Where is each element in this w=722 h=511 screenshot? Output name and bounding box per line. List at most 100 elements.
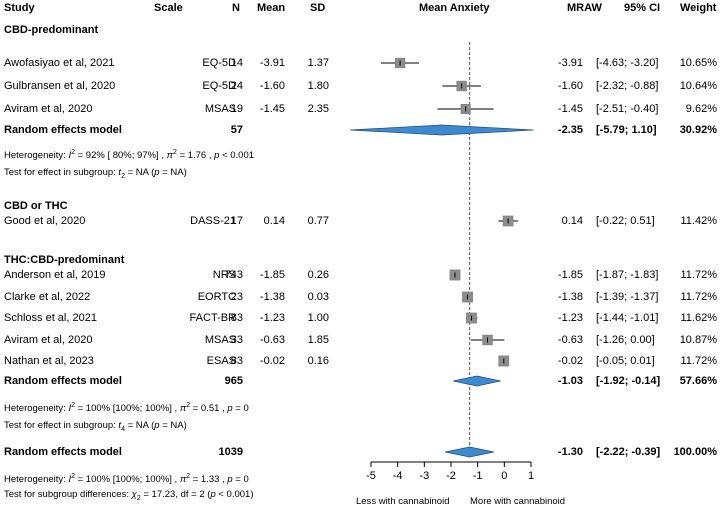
study-1-0-ci: [-0.22; 0.51] <box>596 215 655 227</box>
study-2-4-ci: [-0.05; 0.01] <box>596 355 655 367</box>
study-0-0-weight: 10.65% <box>679 57 717 69</box>
header-mean-anxiety: Mean Anxiety <box>419 2 490 14</box>
study-1-0-scale: DASS-21 <box>190 215 236 227</box>
study-0-0-n: 14 <box>230 57 243 69</box>
x-annotation-left: Less with cannabinoid <box>356 496 450 507</box>
overall-summary-diamond <box>445 446 495 458</box>
study-0-0-mean: -3.91 <box>259 57 285 69</box>
group-0-summary-diamond <box>349 124 534 136</box>
study-0-1-sd: 1.80 <box>307 80 329 92</box>
group-2-summary-diamond <box>453 375 501 387</box>
study-2-2-n: 83 <box>230 312 243 324</box>
study-0-1-name: Gulbransen et al, 2020 <box>4 80 116 92</box>
study-2-1-sd: 0.03 <box>307 291 329 303</box>
study-0-0-sd: 1.37 <box>307 57 329 69</box>
study-2-1-mraw: -1.38 <box>557 291 583 303</box>
study-0-1-weight: 10.64% <box>679 80 717 92</box>
study-2-4-n: 83 <box>230 355 243 367</box>
group-2-summary-weight: 57.66% <box>679 375 717 387</box>
study-1-0-mraw: 0.14 <box>561 215 583 227</box>
study-2-2-name: Schloss et al, 2021 <box>4 312 97 324</box>
study-2-1-weight: 11.72% <box>680 291 718 303</box>
header-mraw: MRAW <box>567 2 602 14</box>
x-tick-label-3: -2 <box>446 470 456 482</box>
study-1-0-weight: 11.42% <box>680 215 718 227</box>
study-2-1-scale: EORTC <box>197 291 236 303</box>
study-2-3-name: Aviram et al, 2020 <box>4 334 93 346</box>
group-2-title: THC:CBD-predominant <box>4 254 125 266</box>
study-2-2-scale: FACT-BR <box>189 312 236 324</box>
study-0-1-scale: EQ-5D <box>202 80 236 92</box>
study-2-3-mean: -0.63 <box>259 334 285 346</box>
study-2-1-n: 23 <box>230 291 243 303</box>
study-2-0-mean: -1.85 <box>259 269 285 281</box>
study-2-3-n: 33 <box>230 334 243 346</box>
study-0-2-scale: MSAS <box>204 103 236 115</box>
study-2-4-sd: 0.16 <box>307 355 329 367</box>
study-0-0-mraw: -3.91 <box>557 57 583 69</box>
header-scale: Scale <box>154 2 183 14</box>
study-2-0-n: 743 <box>224 269 243 281</box>
study-0-1-n: 24 <box>230 80 243 92</box>
study-0-0-ci: [-4.63; -3.20] <box>596 57 659 69</box>
study-2-0-ci: [-1.87; -1.83] <box>596 269 659 281</box>
study-2-0-mraw: -1.85 <box>557 269 583 281</box>
study-2-1-mean: -1.38 <box>259 291 285 303</box>
study-0-2-mean: -1.45 <box>259 103 285 115</box>
study-0-2-name: Aviram et al, 2020 <box>4 103 93 115</box>
x-tick-label-5: 0 <box>501 470 508 482</box>
study-0-0-name: Awofasiyao et al, 2021 <box>4 57 115 69</box>
study-2-0-scale: NRS <box>212 269 236 281</box>
header-n: N <box>232 2 240 14</box>
study-2-4-scale: ESAS <box>206 355 236 367</box>
study-2-4-weight: 11.72% <box>680 355 718 367</box>
group-0-title: CBD-predominant <box>4 24 99 36</box>
study-2-2-mean: -1.23 <box>259 312 285 324</box>
study-2-4-mraw: -0.02 <box>557 355 583 367</box>
group-0-summary-label: Random effects model <box>4 124 122 136</box>
header-study: Study <box>4 2 35 14</box>
group-2-summary-ci: [-1.92; -0.14] <box>596 375 661 387</box>
x-tick-label-4: -1 <box>472 470 483 482</box>
x-annotation-right: More with cannabinoid <box>470 496 566 507</box>
x-tick-label-2: -3 <box>419 470 430 482</box>
study-2-4-name: Nathan et al, 2023 <box>4 355 94 367</box>
header-weight: Weight <box>680 2 717 14</box>
group-0-summary-n: 57 <box>230 124 243 136</box>
study-1-0-mean: 0.14 <box>263 215 285 227</box>
study-2-1-name: Clarke et al, 2022 <box>4 291 91 303</box>
study-2-1-ci: [-1.39; -1.37] <box>596 291 659 303</box>
study-0-2-n: 19 <box>230 103 243 115</box>
study-0-2-mraw: -1.45 <box>557 103 583 115</box>
group-0-summary-ci: [-5.79; 1.10] <box>596 124 657 136</box>
study-0-2-sd: 2.35 <box>307 103 329 115</box>
study-0-1-ci: [-2.32; -0.88] <box>596 80 659 92</box>
group-2-summary-n: 965 <box>224 375 243 387</box>
overall-summary-n: 1039 <box>218 446 243 458</box>
study-2-0-weight: 11.72% <box>680 269 718 281</box>
study-0-2-weight: 9.62% <box>685 103 717 115</box>
overall-summary-weight: 100.00% <box>673 446 717 458</box>
header-ci: 95% CI <box>624 2 661 14</box>
x-tick-label-6: 1 <box>527 470 535 482</box>
overall-summary-mraw: -1.30 <box>557 446 583 458</box>
study-0-1-mraw: -1.60 <box>557 80 583 92</box>
study-2-2-mraw: -1.23 <box>557 312 583 324</box>
study-2-2-sd: 1.00 <box>307 312 329 324</box>
group-2-summary-mraw: -1.03 <box>557 375 583 387</box>
study-2-0-name: Anderson et al, 2019 <box>4 269 106 281</box>
group-0-summary-mraw: -2.35 <box>557 124 583 136</box>
study-0-2-ci: [-2.51; -0.40] <box>596 103 659 115</box>
study-2-2-ci: [-1.44; -1.01] <box>596 312 659 324</box>
group-2-heterogeneity: Heterogeneity: I2 = 100% [100%; 100%] , … <box>4 402 249 415</box>
study-2-3-sd: 1.85 <box>307 334 329 346</box>
overall-heterogeneity: Heterogeneity: I2 = 100% [100%; 100%] , … <box>4 473 249 486</box>
overall-summary-ci: [-2.22; -0.39] <box>596 446 661 458</box>
group-2-summary-label: Random effects model <box>4 375 122 387</box>
study-2-3-weight: 10.87% <box>679 334 717 346</box>
study-2-0-sd: 0.26 <box>307 269 329 281</box>
group-1-title: CBD or THC <box>4 200 68 212</box>
header-mean: Mean <box>257 2 286 14</box>
study-2-3-ci: [-1.26; 0.00] <box>596 334 655 346</box>
x-tick-label-1: -4 <box>392 470 403 482</box>
